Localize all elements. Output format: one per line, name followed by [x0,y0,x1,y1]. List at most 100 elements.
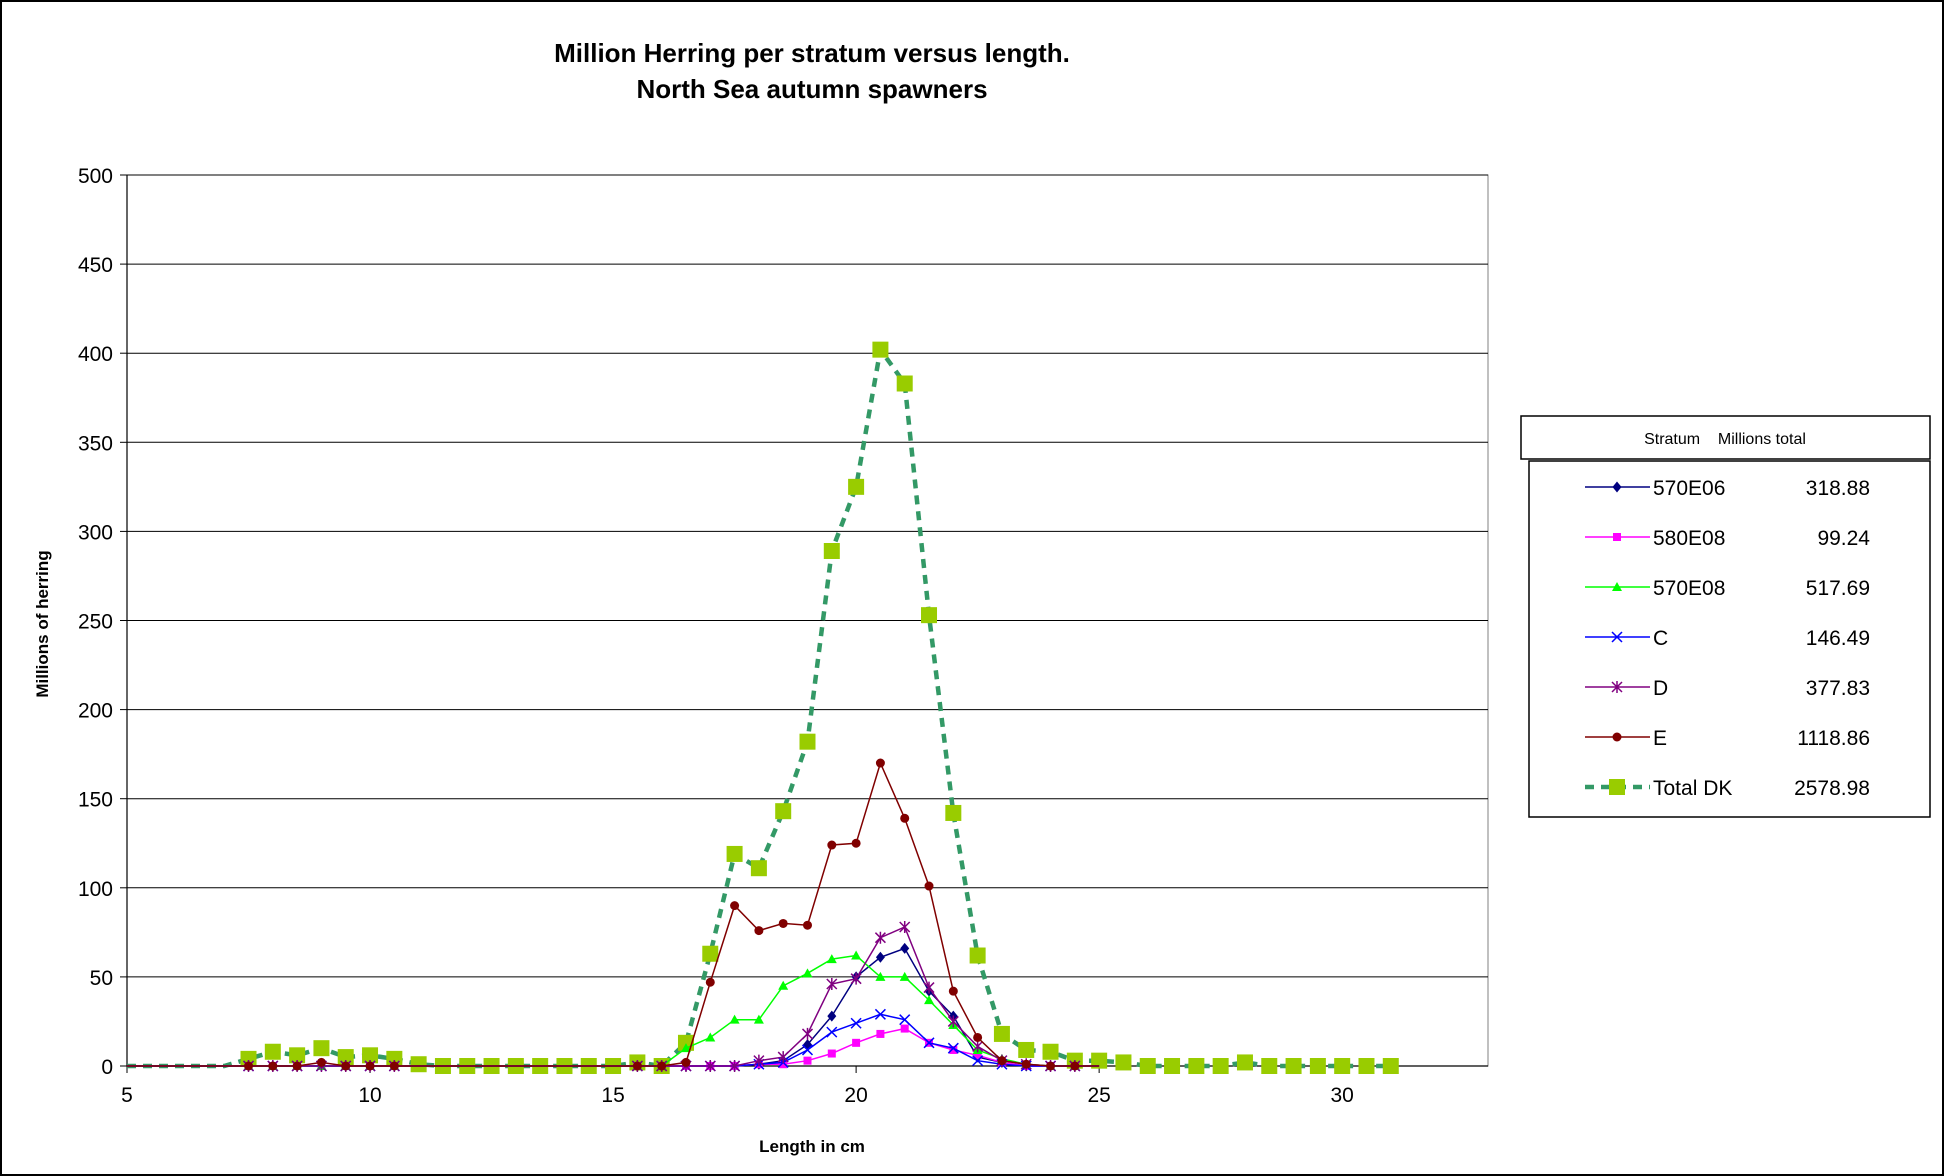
data-point-e [900,813,910,823]
data-point-total-dk [1309,1058,1326,1074]
x-axis-title: Length in cm [759,1137,865,1156]
data-point-570e06 [900,942,910,954]
data-point-e [754,926,764,936]
y-tick-label: 50 [90,967,113,990]
y-tick-label: 400 [78,343,113,366]
legend-total-total-dk: 2578.98 [1794,777,1870,800]
data-point-d [777,1051,789,1064]
x-tick-label: 30 [1330,1084,1353,1107]
data-point-e [924,881,934,891]
data-point-total-dk [410,1056,427,1073]
y-tick-label: 300 [78,521,113,544]
data-point-d [704,1060,716,1072]
data-point-c [923,1037,935,1049]
legend-item-580e08: 580E08 99.24 [1585,527,1870,550]
data-point-e [827,840,837,850]
data-point-d [753,1054,765,1067]
y-axis-title: Millions of herring [33,550,52,697]
data-point-d [850,972,862,985]
chart-title-line-1: Million Herring per stratum versus lengt… [554,38,1070,68]
data-point-580e08 [973,1051,982,1060]
data-point-total-dk [362,1047,379,1064]
data-point-d [899,921,911,934]
legend-total-d: 377.83 [1806,677,1870,700]
data-point-580e08 [827,1049,836,1058]
x-tick-label: 15 [601,1084,624,1107]
data-point-total-dk [702,945,719,962]
data-point-e [268,1061,278,1071]
data-point-e [778,918,788,928]
legend-item-c: C 146.49 [1585,627,1870,650]
legend-total-570e08: 517.69 [1806,577,1870,600]
data-point-580e08 [900,1024,909,1033]
data-point-total-dk [1188,1058,1205,1074]
data-point-total-dk [945,804,962,821]
y-tick-label: 500 [78,165,113,188]
data-point-c [850,1017,862,1029]
data-point-total-dk [313,1040,330,1057]
data-point-total-dk [775,803,792,820]
legend-item-570e06: 570E06 318.88 [1585,477,1870,500]
y-tick-label: 200 [78,700,113,723]
data-point-total-dk [726,845,743,862]
data-point-e [875,758,885,768]
legend-total-c: 146.49 [1806,627,1870,650]
legend-item-570e08: 570E08 517.69 [1585,577,1870,600]
data-point-e [244,1061,254,1071]
data-point-total-dk [921,607,938,624]
data-point-d [801,1027,814,1040]
data-point-d [947,1015,959,1028]
series-e [127,758,1100,1071]
data-point-570e08 [851,950,862,960]
data-point-total-dk [1164,1058,1181,1074]
data-point-e [365,1061,375,1071]
data-point-570e06 [827,1010,837,1022]
legend-total-e: 1118.86 [1797,727,1870,750]
plot-area: 0 50 100 150 200 250 300 350 400 450 500 5 10 15 20 25 3… [78,165,1489,1107]
data-point-e [1046,1061,1056,1071]
data-point-e [973,1032,983,1042]
legend-header: Stratum Millions total [1644,431,1806,448]
data-point-570e08 [826,954,837,964]
data-point-total-dk [969,947,986,964]
data-point-e [705,977,715,987]
data-point-570e08 [753,1014,764,1024]
data-point-total-dk [1261,1058,1278,1074]
legend-label-570e06: 570E06 [1653,477,1725,500]
data-point-c [899,1014,911,1026]
y-tick-label: 450 [78,254,113,277]
data-point-d [923,981,935,994]
legend-total-570e06: 318.88 [1806,477,1870,500]
legend-marker-570e06 [1612,481,1622,493]
data-point-570e08 [729,1014,740,1024]
data-point-c [826,1026,838,1038]
y-tick-label: 100 [78,878,113,901]
data-point-e [341,1061,351,1071]
data-point-c [801,1044,814,1056]
y-tick-label: 0 [101,1056,113,1079]
legend-total-580e08: 99.24 [1817,527,1870,550]
data-point-580e08 [803,1056,812,1065]
data-point-total-dk [1115,1054,1132,1071]
data-point-e [730,901,740,911]
data-point-e [803,920,812,930]
series-line-total-dk [127,343,1391,1069]
data-point-total-dk [1236,1054,1253,1071]
legend-item-e: E 1118.86 [1585,727,1870,750]
x-tick-label: 5 [121,1084,133,1107]
legend-label-570e08: 570E08 [1653,577,1725,600]
data-point-c [947,1042,959,1054]
legend-box [1528,460,1931,818]
data-point-total-dk [848,478,865,495]
legend-marker-e [1612,732,1622,742]
legend-label-e: E [1653,727,1667,750]
data-point-570e06 [875,951,885,963]
data-point-e [851,838,861,848]
data-point-e [389,1061,399,1071]
data-point-total-dk [799,733,816,750]
x-tick-label: 20 [844,1084,867,1107]
data-point-570e08 [778,980,789,990]
data-point-total-dk [750,860,767,877]
data-point-570e08 [924,995,935,1005]
